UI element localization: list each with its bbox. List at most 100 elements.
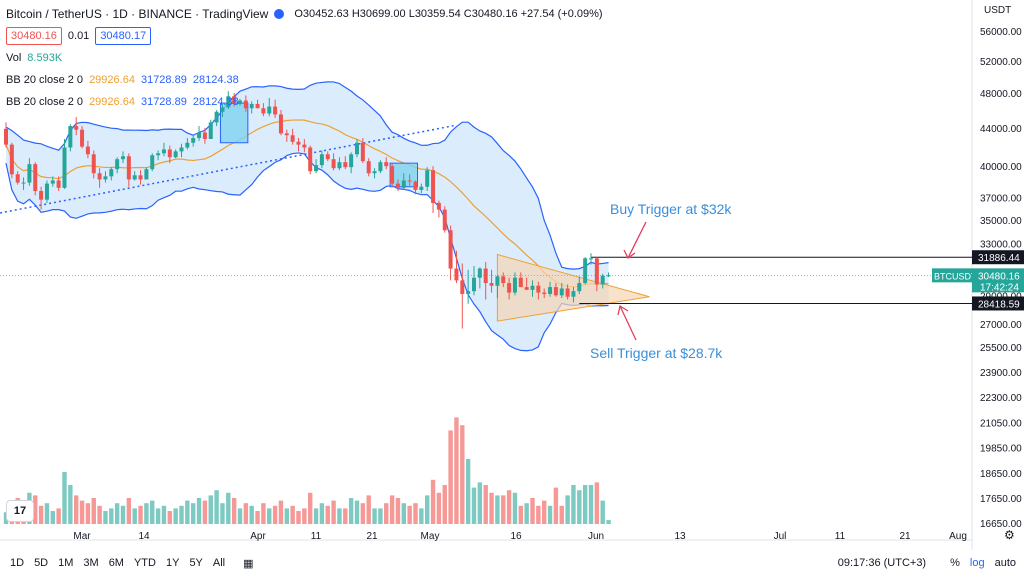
volume-bar xyxy=(389,495,395,524)
price-tick-label: 23900.00 xyxy=(980,368,1022,379)
volume-bar xyxy=(62,472,67,524)
volume-bar xyxy=(3,512,9,524)
volume-bar xyxy=(343,508,348,524)
volume-bar xyxy=(606,520,611,524)
candle-body xyxy=(577,283,582,292)
candle-body xyxy=(197,132,202,139)
timeframe-1d[interactable]: 1D xyxy=(10,557,25,569)
candle-body xyxy=(589,258,593,260)
bb-indicator-label-2[interactable]: BB 20 close 2 0 xyxy=(6,96,84,108)
clock-readout[interactable]: 09:17:36 (UTC+3) xyxy=(837,557,927,569)
timeframe-5y[interactable]: 5Y xyxy=(189,557,203,569)
volume-bar xyxy=(56,508,61,524)
timeframe-all[interactable]: All xyxy=(212,557,226,569)
volume-bar xyxy=(337,508,342,524)
timeframe-ytd[interactable]: YTD xyxy=(133,557,156,569)
bollinger-upper-line xyxy=(5,81,609,270)
volume-bar xyxy=(255,511,260,524)
date-range-icon[interactable]: ▦ xyxy=(243,557,254,570)
price-tick-label: 37000.00 xyxy=(980,193,1022,204)
volume-bar xyxy=(74,495,79,524)
candle-body xyxy=(267,106,272,114)
volume-bar xyxy=(425,495,430,524)
volume-bar xyxy=(243,503,249,524)
volume-bar xyxy=(272,505,278,524)
sell-arrow-head xyxy=(617,304,629,316)
candle-body xyxy=(325,154,330,160)
tradingview-logo[interactable]: 17 xyxy=(6,500,34,522)
timeframe-1m[interactable]: 1M xyxy=(58,557,74,569)
symbol-title[interactable]: Bitcoin / TetherUS · 1D · BINANCE · Trad… xyxy=(6,7,269,21)
time-axis-label: May xyxy=(421,531,440,542)
candle-body xyxy=(407,180,412,182)
spread-value: 0.01 xyxy=(67,30,90,42)
volume-bar xyxy=(419,508,424,524)
volume-bar xyxy=(237,508,243,524)
candle-body xyxy=(226,96,231,108)
volume-bar xyxy=(465,459,471,524)
volume-bar xyxy=(565,495,570,524)
volume-bar xyxy=(448,430,453,524)
percent-scale-toggle[interactable]: % xyxy=(950,557,960,569)
chart-scale-controls: 09:17:36 (UTC+3) % log auto xyxy=(838,550,1016,576)
volume-bar xyxy=(553,487,559,524)
countdown-tag: 17:42:24 xyxy=(980,282,1019,293)
auto-scale-toggle[interactable]: auto xyxy=(994,557,1016,569)
price-tick-label: 56000.00 xyxy=(980,27,1022,38)
timeframe-3m[interactable]: 3M xyxy=(83,557,99,569)
volume-bar xyxy=(44,503,50,524)
bb-upper-value-2: 31728.89 xyxy=(140,96,187,108)
candle-body xyxy=(191,138,196,143)
timeframe-bar: 1D 5D 1M 3M 6M YTD 1Y 5Y All ▦ xyxy=(0,550,1024,576)
candle-body xyxy=(126,156,131,180)
volume-bar xyxy=(395,498,401,524)
candle-body xyxy=(156,153,161,156)
candle-body xyxy=(103,176,108,180)
candle-body xyxy=(39,191,44,200)
log-scale-toggle[interactable]: log xyxy=(969,557,985,569)
candle-body xyxy=(68,126,73,148)
volume-bar xyxy=(208,495,213,524)
candle-body xyxy=(80,129,85,147)
volume-bar xyxy=(308,492,313,524)
candle-body xyxy=(366,161,371,174)
volume-label[interactable]: Vol xyxy=(6,52,22,64)
volume-bar xyxy=(542,500,547,524)
time-axis-label: Jul xyxy=(774,531,787,542)
timeframe-5d[interactable]: 5D xyxy=(34,557,49,569)
candle-body xyxy=(448,230,453,269)
candle-body xyxy=(278,114,283,134)
candle-body xyxy=(115,159,120,170)
volume-bar xyxy=(220,503,225,524)
candle-body xyxy=(214,111,219,123)
volume-bar xyxy=(167,511,172,524)
bb-indicator-label-1[interactable]: BB 20 close 2 0 xyxy=(6,74,84,86)
volume-bar xyxy=(161,505,167,524)
candle-body xyxy=(308,147,313,172)
candle-body xyxy=(360,142,365,162)
time-axis-label: Jun xyxy=(588,531,604,542)
timeframe-6m[interactable]: 6M xyxy=(108,557,124,569)
candle-body xyxy=(507,283,512,293)
sell-price-button[interactable]: 30480.16 xyxy=(6,27,62,45)
candle-body xyxy=(167,149,172,158)
candle-body xyxy=(548,287,553,294)
candle-body xyxy=(9,144,14,175)
volume-bar xyxy=(290,505,295,524)
volume-bar xyxy=(202,500,208,524)
last-price-tag: 30480.16 xyxy=(978,271,1020,282)
candle-body xyxy=(319,154,324,166)
volume-bar xyxy=(114,503,120,524)
buy-price-button[interactable]: 30480.17 xyxy=(95,27,152,45)
candle-body xyxy=(150,155,155,170)
volume-bar xyxy=(501,495,506,524)
candle-body xyxy=(144,169,149,180)
candle-body xyxy=(436,202,441,210)
volume-bar xyxy=(284,508,289,524)
bollinger-basis-line xyxy=(5,119,609,288)
sell-trigger-annotation: Sell Trigger at $28.7k xyxy=(590,345,723,361)
candle-body xyxy=(15,174,20,183)
timeframe-1y[interactable]: 1Y xyxy=(165,557,180,569)
